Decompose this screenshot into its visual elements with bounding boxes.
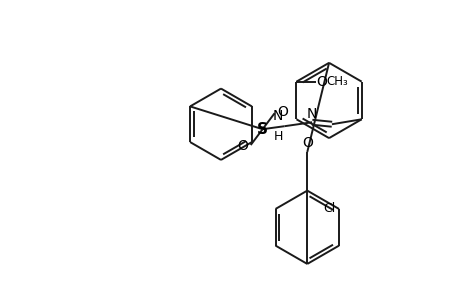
Text: O: O (277, 105, 288, 119)
Text: Cl: Cl (322, 202, 334, 215)
Text: CH₃: CH₃ (325, 75, 347, 88)
Text: N: N (273, 109, 283, 123)
Text: S: S (257, 122, 268, 137)
Text: O: O (236, 139, 247, 153)
Text: O: O (316, 75, 326, 88)
Text: O: O (301, 136, 312, 150)
Text: H: H (274, 130, 283, 143)
Text: N: N (306, 107, 317, 121)
